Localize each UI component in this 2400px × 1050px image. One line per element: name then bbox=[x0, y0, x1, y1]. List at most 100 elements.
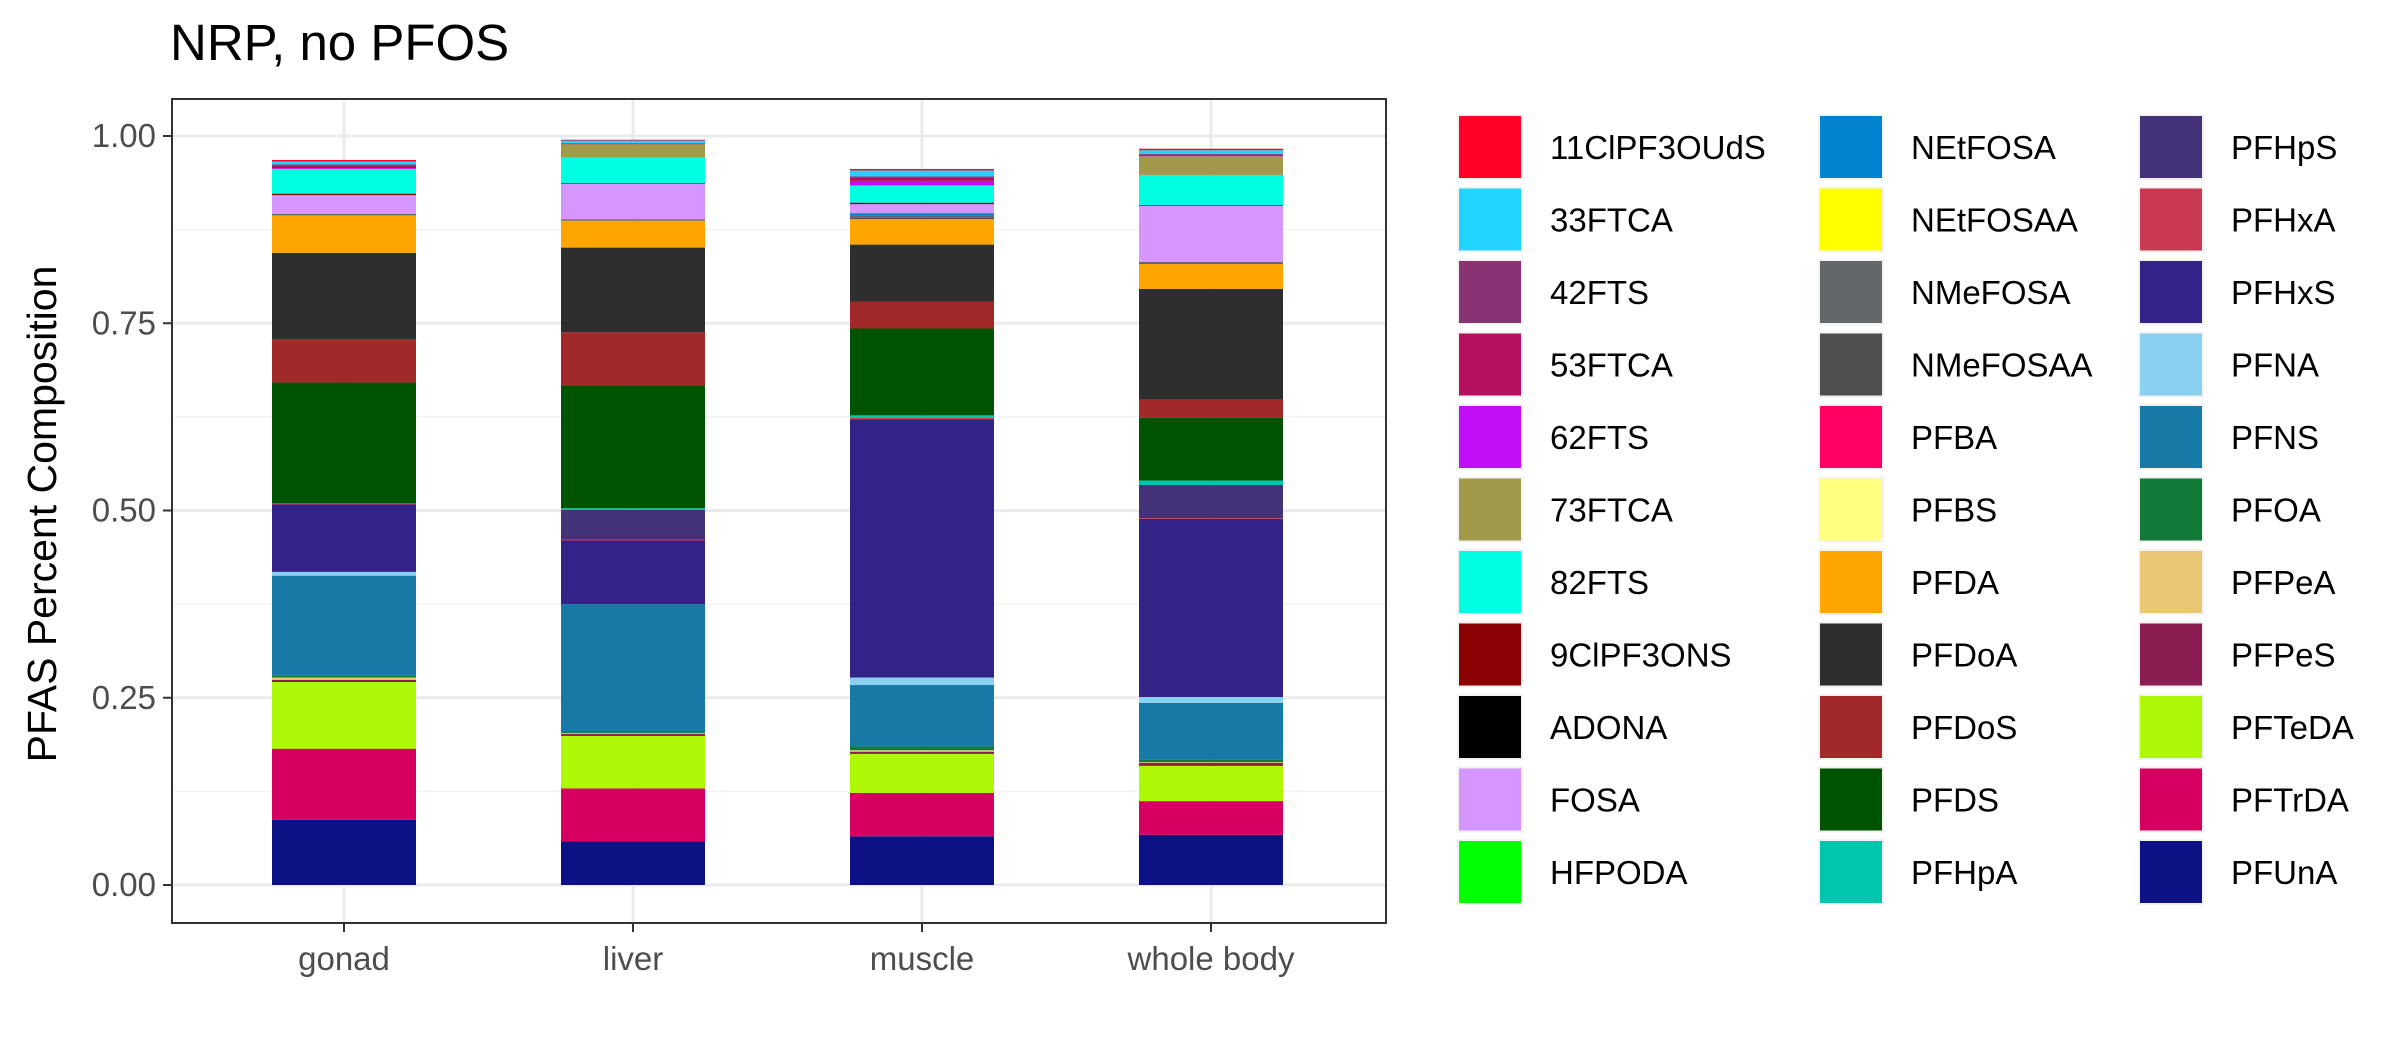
bar-segment-82fts-gonad bbox=[272, 168, 416, 194]
x-tick-label: gonad bbox=[298, 940, 390, 977]
legend-swatch bbox=[1820, 261, 1882, 323]
legend-item: PFUnA bbox=[2138, 839, 2337, 905]
legend-item: NMeFOSAA bbox=[1818, 331, 2093, 398]
bar-segment-pfuna-whole-body bbox=[1139, 834, 1283, 885]
bar-segment-pfteda-muscle bbox=[850, 753, 994, 793]
bar-segment-fosa-muscle bbox=[850, 204, 994, 214]
legend-label: 33FTCA bbox=[1550, 202, 1673, 239]
legend-swatch bbox=[2140, 188, 2202, 251]
bar-segment-53ftca-whole-body bbox=[1139, 154, 1283, 156]
legend-label: PFDS bbox=[1911, 782, 1999, 819]
bar-segment-pfdos-whole-body bbox=[1139, 399, 1283, 418]
bar-segment-33ftca-gonad bbox=[272, 161, 416, 165]
bar-segment-pfdoa-liver bbox=[561, 247, 705, 333]
bar-segment-pftrda-whole-body bbox=[1139, 801, 1283, 835]
bar-segment-pfuna-liver bbox=[561, 841, 705, 885]
bar-segment-62fts-gonad bbox=[272, 168, 416, 170]
legend-item: PFHxS bbox=[2138, 259, 2336, 325]
legend-swatch bbox=[1459, 406, 1521, 468]
bar-segment-pfdoa-whole-body bbox=[1139, 288, 1283, 400]
legend-swatch bbox=[2140, 478, 2202, 541]
legend-swatch bbox=[1459, 551, 1521, 613]
bar-segment-pfhpa-liver bbox=[561, 508, 705, 510]
bar-segment-pfdos-muscle bbox=[850, 301, 994, 329]
bar-segment-pfna-whole-body bbox=[1139, 697, 1283, 703]
legend-item: PFNA bbox=[2138, 331, 2319, 398]
bar-segment-pfhps-liver bbox=[561, 509, 705, 540]
legend-swatch bbox=[1820, 406, 1882, 468]
legend-label: PFTrDA bbox=[2231, 782, 2349, 819]
legend-item: PFTeDA bbox=[2138, 694, 2354, 760]
legend-label: PFPeS bbox=[2231, 637, 2336, 674]
legend-item: PFPeA bbox=[2138, 549, 2336, 615]
bar-segment-pfds-whole-body bbox=[1139, 417, 1283, 481]
legend-item: PFDoS bbox=[1818, 694, 2017, 760]
bar-segment-pfhxs-gonad bbox=[272, 504, 416, 572]
legend-item: PFBS bbox=[1818, 476, 1997, 543]
legend-label: PFDoA bbox=[1911, 637, 2017, 674]
bar-segment-pfuna-gonad bbox=[272, 819, 416, 885]
legend-label: NMeFOSAA bbox=[1911, 347, 2093, 384]
legend-label: PFHxA bbox=[2231, 202, 2336, 239]
bar-segment-pfoa-liver bbox=[561, 731, 705, 733]
bar-segment-73ftca-whole-body bbox=[1139, 156, 1283, 175]
legend-item: PFNS bbox=[2138, 404, 2319, 470]
legend-label: ADONA bbox=[1550, 709, 1667, 746]
bar-segment-82fts-whole-body bbox=[1139, 174, 1283, 205]
legend-swatch bbox=[2140, 551, 2202, 613]
bar-segment-pfdos-liver bbox=[561, 332, 705, 386]
bar-segment-pfpes-whole-body bbox=[1139, 762, 1283, 766]
legend-swatch bbox=[2140, 623, 2202, 686]
legend-swatch bbox=[1459, 116, 1521, 178]
bar-segment-9clpf3ons-gonad bbox=[272, 193, 416, 196]
bar-segment-nmefosa-gonad bbox=[272, 213, 416, 216]
bar-segment-pfdoa-muscle bbox=[850, 244, 994, 302]
legend-item: PFHpS bbox=[2138, 114, 2337, 180]
bar-segment-fosa-gonad bbox=[272, 195, 416, 214]
legend-item: PFDoA bbox=[1818, 621, 2017, 688]
bar-segment-pfuna-muscle bbox=[850, 836, 994, 885]
bar-segment-9clpf3ons-muscle bbox=[850, 202, 994, 205]
bar-segment-pftrda-liver bbox=[561, 788, 705, 842]
legend-swatch bbox=[2140, 841, 2202, 903]
legend-swatch bbox=[1820, 333, 1882, 396]
legend-item: PFOA bbox=[2138, 476, 2321, 543]
bar-segment-pfpes-muscle bbox=[850, 751, 994, 754]
bar-segment-11clpf3ouds-liver bbox=[561, 139, 705, 141]
legend-label: PFBA bbox=[1911, 419, 1997, 456]
bar-segment-pfda-liver bbox=[561, 220, 705, 248]
legend-swatch bbox=[1459, 261, 1521, 323]
legend-swatch bbox=[1820, 188, 1882, 251]
legend-swatch bbox=[1459, 768, 1521, 831]
legend-label: 53FTCA bbox=[1550, 347, 1673, 384]
bar-segment-pfda-whole-body bbox=[1139, 264, 1283, 289]
bar-segment-nmefosa-muscle bbox=[850, 215, 994, 218]
bar-segment-pfda-gonad bbox=[272, 215, 416, 253]
bar-segment-pfds-gonad bbox=[272, 382, 416, 504]
legend-label: 42FTS bbox=[1550, 274, 1649, 311]
bar-segment-nmefosa-liver bbox=[561, 219, 705, 221]
bar-segment-pfpea-gonad bbox=[272, 677, 416, 680]
bar-segment-33ftca-liver bbox=[561, 140, 705, 144]
legend-swatch bbox=[2140, 333, 2202, 396]
legend-label: NMeFOSA bbox=[1911, 274, 2071, 311]
legend-swatch bbox=[1820, 478, 1882, 541]
bar-segment-pfna-muscle bbox=[850, 677, 994, 686]
legend-item: 33FTCA bbox=[1457, 186, 1673, 253]
bar-segment-pfhxs-whole-body bbox=[1139, 518, 1283, 698]
y-tick-label: 0.50 bbox=[92, 492, 156, 529]
axis-layer: 0.00 0.25 0.50 0.75 1.00 gonad liver muscle whol… bbox=[92, 117, 1295, 977]
bar-segment-62fts-muscle bbox=[850, 180, 994, 186]
legend-item: PFDA bbox=[1818, 549, 1999, 615]
legend-label: 62FTS bbox=[1550, 419, 1649, 456]
legend-label: 73FTCA bbox=[1550, 492, 1673, 529]
bar-segment-pfhxa-liver bbox=[561, 539, 705, 541]
bars-layer bbox=[272, 139, 1283, 885]
legend-item: 11ClPF3OUdS bbox=[1457, 114, 1766, 180]
bar-segment-pfda-muscle bbox=[850, 219, 994, 245]
legend-swatch bbox=[1459, 841, 1521, 903]
bar-segment-9clpf3ons-liver bbox=[561, 183, 705, 184]
bar-segment-53ftca-gonad bbox=[272, 165, 416, 169]
y-axis-title: PFAS Percent Composition bbox=[19, 266, 65, 763]
